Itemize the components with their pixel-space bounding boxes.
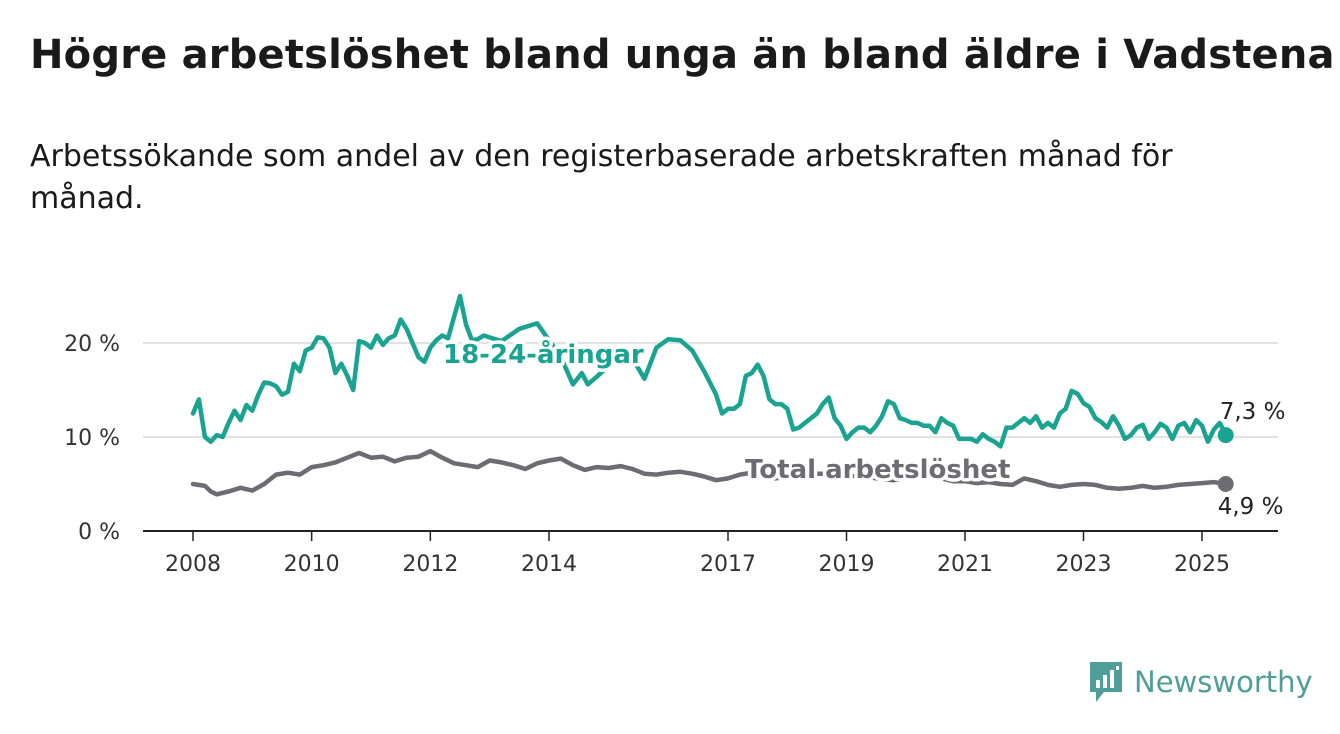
y-tick-label: 10 % — [64, 426, 120, 451]
x-tick-label: 2012 — [402, 552, 458, 577]
x-tick-label: 2023 — [1056, 552, 1112, 577]
series-group — [190, 293, 1234, 497]
y-tick-label: 20 % — [64, 332, 120, 357]
x-tick-label: 2017 — [700, 552, 756, 577]
series-name-label: 18-24-åringar — [443, 338, 644, 370]
x-axis: 2008 2010 2012 2014 2017 2019 2021 2023 2025 — [143, 530, 1278, 577]
series-name-label: Total arbetslöshet — [745, 455, 1010, 485]
gridlines — [143, 342, 1278, 438]
newsworthy-logo: Newsworthy — [1088, 660, 1313, 704]
series-end-point — [1217, 427, 1234, 444]
bar-chart-icon — [1090, 662, 1122, 702]
chart-subtitle: Arbetssökande som andel av den registerb… — [30, 139, 1173, 216]
x-tick-label: 2008 — [165, 552, 221, 577]
chart-title: Högre arbetslöshet bland unga än bland ä… — [30, 32, 1335, 78]
series-line — [190, 293, 1228, 449]
series-end-point — [1217, 476, 1234, 492]
series-line — [190, 448, 1228, 497]
brand-name: Newsworthy — [1134, 665, 1313, 699]
y-axis: 0 % 10 % 20 % — [64, 332, 120, 545]
x-tick-label: 2021 — [937, 552, 993, 577]
x-tick-label: 2010 — [284, 552, 340, 577]
end-value-label: 7,3 % — [1220, 399, 1286, 425]
end-value-label: 4,9 % — [1218, 494, 1284, 520]
x-tick-label: 2025 — [1174, 552, 1230, 577]
x-tick-label: 2019 — [819, 552, 875, 577]
x-tick-label: 2014 — [521, 552, 577, 577]
series-labels: 18-24-åringar Total arbetslöshet 7,3 % 4,9 … — [440, 335, 1288, 523]
y-tick-label: 0 % — [78, 520, 120, 545]
